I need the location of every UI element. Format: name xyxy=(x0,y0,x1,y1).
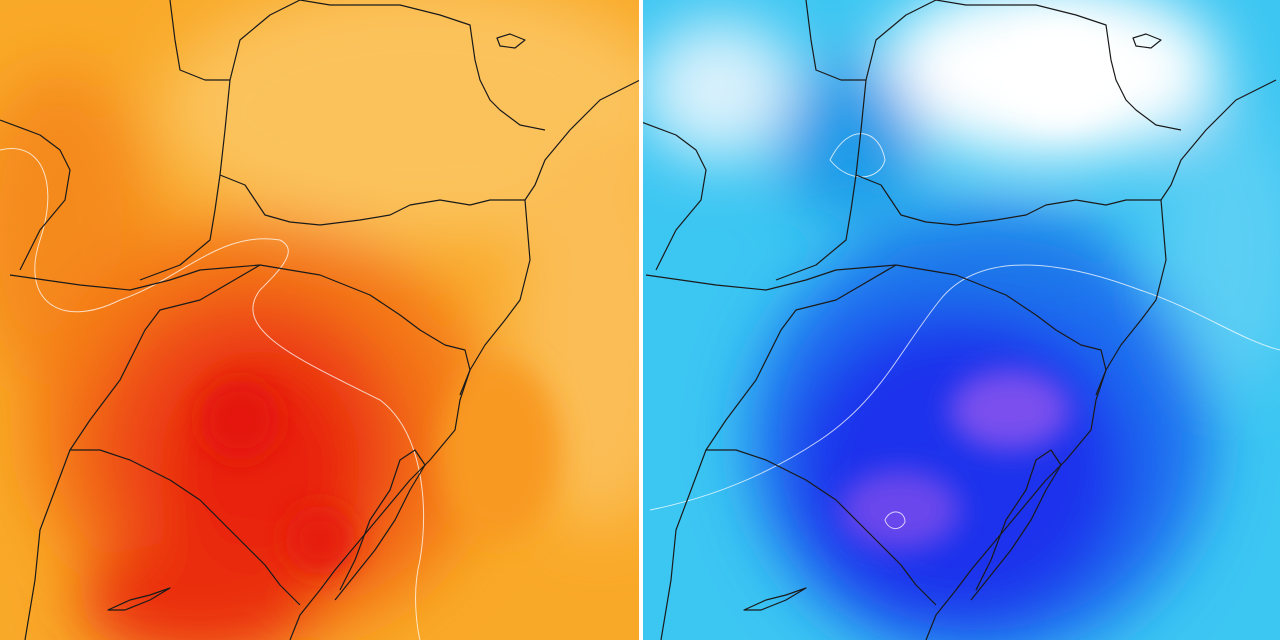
right-panel xyxy=(643,0,1280,640)
contour-line xyxy=(884,511,906,529)
temperature-detail xyxy=(200,360,560,575)
contour-line xyxy=(649,264,1280,511)
contour-line xyxy=(829,133,886,178)
anomaly-detail xyxy=(840,25,1120,550)
contour-line xyxy=(0,148,425,640)
left-panel xyxy=(0,0,639,640)
divider xyxy=(639,0,643,640)
